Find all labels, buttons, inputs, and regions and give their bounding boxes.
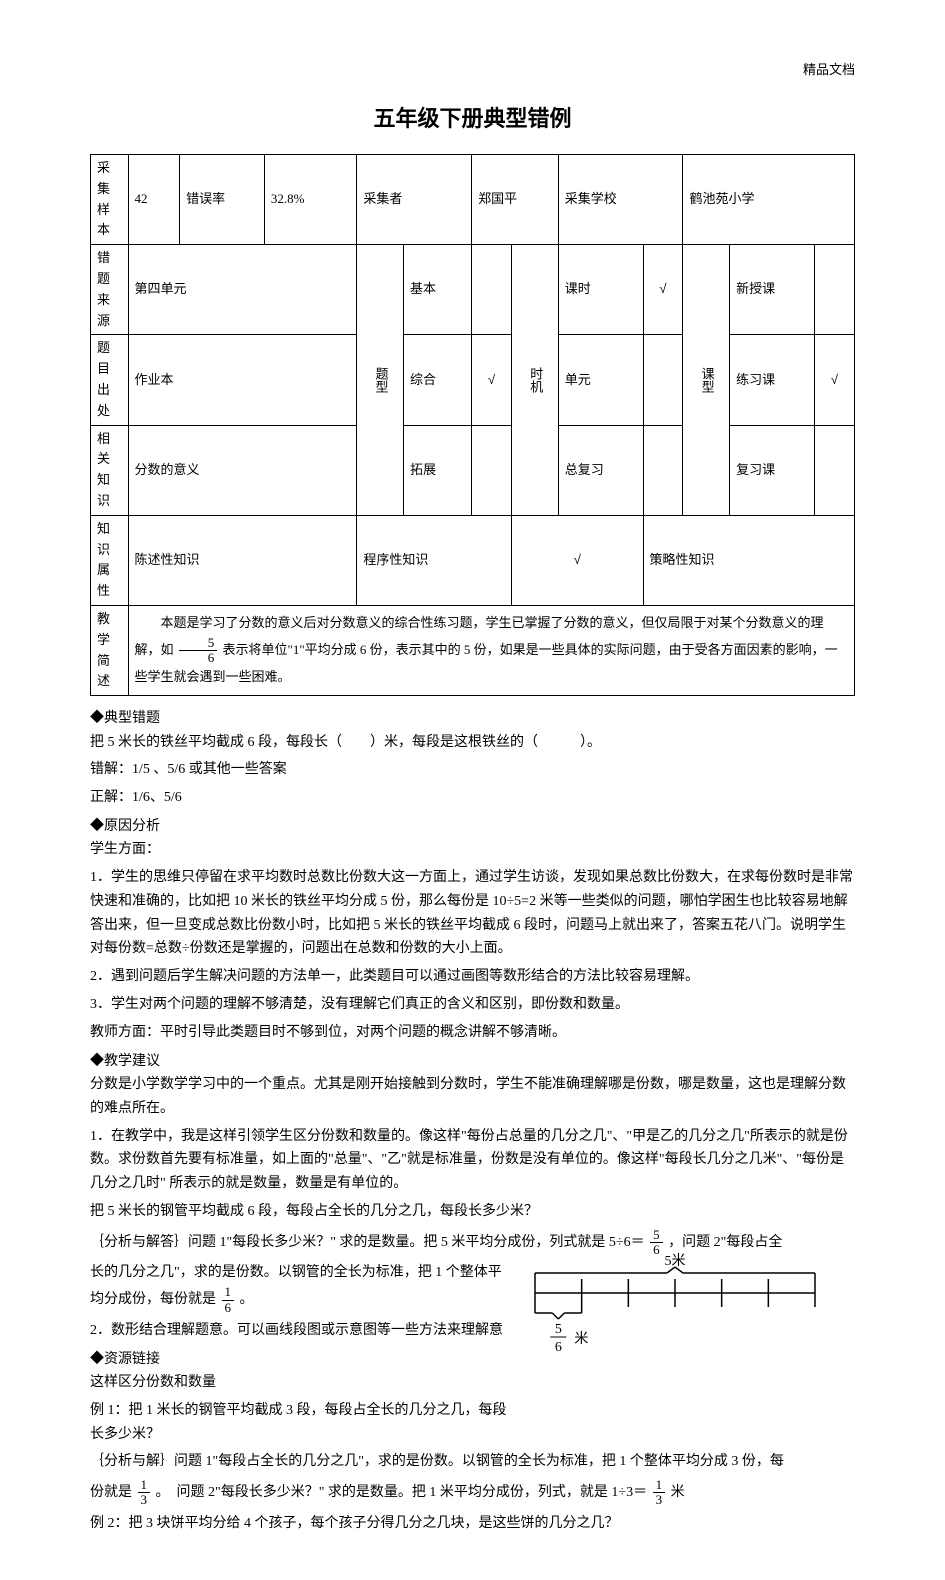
class-hour-label: 课时 (558, 245, 643, 335)
section-typical-error: ◆典型错题 (90, 708, 855, 730)
fraction-1-6: 16 (222, 1285, 235, 1315)
resource-intro: 这样区分份数和数量 (90, 1371, 515, 1395)
svg-text:米: 米 (574, 1331, 588, 1347)
fraction-5-6: 56 (179, 636, 218, 666)
review-check (643, 425, 683, 515)
correct-answer: 正解：1/6、5/6 (90, 786, 855, 810)
summary-text-after: 表示将单位"1"平均分成 6 份，表示其中的 5 份，如果是一些具体的实际问题，… (135, 642, 838, 685)
student-aspect: 学生方面： (90, 838, 855, 862)
comprehensive-label: 综合 (403, 335, 471, 425)
basic-label: 基本 (403, 245, 471, 335)
unit-check (643, 335, 683, 425)
sample-label: 采集样本 (91, 154, 129, 244)
unit-label: 单元 (558, 335, 643, 425)
review-label: 总复习 (558, 425, 643, 515)
extension-label: 拓展 (403, 425, 471, 515)
suggestion-2: 2．数形结合理解题意。可以画线段图或示意图等一些方法来理解意 (90, 1319, 515, 1343)
practice-check: √ (814, 335, 854, 425)
header-label: 精品文档 (90, 60, 855, 81)
table-row: 教学简述 本题是学习了分数的意义后对分数意义的综合性练习题，学生已掌握了分数的意… (91, 605, 855, 695)
new-check (814, 245, 854, 335)
topic-from-value: 作业本 (128, 335, 357, 425)
procedural-label: 程序性知识 (357, 515, 512, 605)
suggestion-intro: 分数是小学数学学习中的一个重点。尤其是刚开始接触到分数时，学生不能准确理解哪是份… (90, 1073, 855, 1121)
fraction-1-3: 13 (653, 1478, 666, 1508)
wrong-answer: 错解：1/5 、5/6 或其他一些答案 (90, 758, 855, 782)
suggestion-1: 1．在教学中，我是这样引领学生区分份数和数量的。像这样"每份占总量的几分之几"、… (90, 1125, 855, 1196)
class-hour-check: √ (643, 245, 683, 335)
info-table: 采集样本 42 错误率 32.8% 采集者 郑国平 采集学校 鹤池苑小学 错题来… (90, 154, 855, 696)
page-title: 五年级下册典型错例 (90, 101, 855, 136)
svg-text:6: 6 (555, 1340, 562, 1355)
procedural-check: √ (512, 515, 643, 605)
revise-label: 复习课 (730, 425, 815, 515)
source-label: 错题来源 (91, 245, 129, 335)
example-problem: 把 5 米长的钢管平均截成 6 段，每段占全长的几分之几，每段长多少米？ (90, 1200, 855, 1224)
table-row: 采集样本 42 错误率 32.8% 采集者 郑国平 采集学校 鹤池苑小学 (91, 154, 855, 244)
new-label: 新授课 (730, 245, 815, 335)
cause-3: 3．学生对两个问题的理解不够清楚，没有理解它们真正的含义和区别，即份数和数量。 (90, 993, 855, 1017)
timing-label: 时机 (512, 245, 559, 516)
ex1-b: 。 问题 2"每段长多少米？" 求的是数量。把 1 米平均分成份，列式，就是 1… (156, 1485, 648, 1500)
practice-label: 练习课 (730, 335, 815, 425)
section-teaching-suggestion: ◆教学建议 (90, 1051, 855, 1073)
analysis-2a: 长的几分之几"，求的是份数。以钢管的全长为标准，把 1 个整体平均分成份，每份就… (90, 1265, 502, 1307)
qtype-label: 题型 (357, 245, 404, 516)
example-1-text: 例 1：把 1 米长的钢管平均截成 3 段，每段占全长的几分之几，每段长多少米？ (90, 1403, 507, 1442)
analysis-line-2: 长的几分之几"，求的是份数。以钢管的全长为标准，把 1 个整体平均分成份，每份就… (90, 1261, 515, 1314)
error-rate-value: 32.8% (264, 154, 356, 244)
basic-check (472, 245, 512, 335)
ex1-a: 份就是 (90, 1485, 132, 1500)
related-label: 相关知识 (91, 425, 129, 515)
summary-label: 教学简述 (91, 605, 129, 695)
ex1-c: 米 (671, 1485, 685, 1500)
teacher-aspect: 教师方面：平时引导此类题目时不够到位，对两个问题的概念讲解不够清晰。 (90, 1021, 855, 1045)
example-1-analysis: ｛分析与解｝问题 1"每段占全长的几分之几"，求的是份数。以钢管的全长为标准，把… (90, 1450, 855, 1474)
table-row: 错题来源 第四单元 题型 基本 时机 课时 √ 课型 新授课 (91, 245, 855, 335)
attr-label: 知识属性 (91, 515, 129, 605)
analysis-1b: ，问题 2"每段占全 (668, 1235, 782, 1250)
table-row: 题目出处 作业本 综合 √ 单元 练习课 √ (91, 335, 855, 425)
number-line-diagram: 5米 5 6米 (515, 1251, 855, 1379)
table-row: 知识属性 陈述性知识 程序性知识 √ 策略性知识 (91, 515, 855, 605)
analysis-1a: ｛分析与解答｝问题 1"每段长多少米？" 求的是数量。把 5 米平均分成份，列式… (90, 1235, 645, 1250)
section-resource-link: ◆资源链接 (90, 1349, 515, 1371)
sample-value: 42 (128, 154, 180, 244)
svg-text:5: 5 (555, 1322, 562, 1337)
example-1-answer: 份就是 13 。 问题 2"每段长多少米？" 求的是数量。把 1 米平均分成份，… (90, 1478, 855, 1508)
example-1-head: 例 1：把 1 米长的钢管平均截成 3 段，每段占全长的几分之几，每段长多少米？ (90, 1399, 515, 1447)
strategic-label: 策略性知识 (643, 515, 854, 605)
section-cause-analysis: ◆原因分析 (90, 816, 855, 838)
summary-text: 本题是学习了分数的意义后对分数意义的综合性练习题，学生已掌握了分数的意义，但仅局… (128, 605, 854, 695)
error-rate-label: 错误率 (180, 154, 265, 244)
fraction-1-3: 13 (138, 1478, 151, 1508)
source-value: 第四单元 (128, 245, 357, 335)
cause-1: 1．学生的思维只停留在求平均数时总数比份数大这一方面上，通过学生访谈，发现如果总… (90, 866, 855, 961)
cause-2: 2．遇到问题后学生解决问题的方法单一，此类题目可以通过画图等数形结合的方法比较容… (90, 965, 855, 989)
collector-value: 郑国平 (472, 154, 559, 244)
svg-text:5米: 5米 (665, 1253, 686, 1269)
school-value: 鹤池苑小学 (683, 154, 855, 244)
topic-from-label: 题目出处 (91, 335, 129, 425)
collector-label: 采集者 (357, 154, 472, 244)
related-value: 分数的意义 (128, 425, 357, 515)
analysis-2b: 。 (240, 1292, 254, 1307)
school-label: 采集学校 (558, 154, 683, 244)
comprehensive-check: √ (472, 335, 512, 425)
ctype-label: 课型 (683, 245, 730, 516)
example-2: 例 2：把 3 块饼平均分给 4 个孩子，每个孩子分得几分之几块，是这些饼的几分… (90, 1512, 855, 1536)
revise-check (814, 425, 854, 515)
declarative-label: 陈述性知识 (128, 515, 357, 605)
problem-statement: 把 5 米长的铁丝平均截成 6 段，每段长（ ）米，每段是这根铁丝的（ ）。 (90, 731, 855, 755)
extension-check (472, 425, 512, 515)
table-row: 相关知识 分数的意义 拓展 总复习 复习课 (91, 425, 855, 515)
